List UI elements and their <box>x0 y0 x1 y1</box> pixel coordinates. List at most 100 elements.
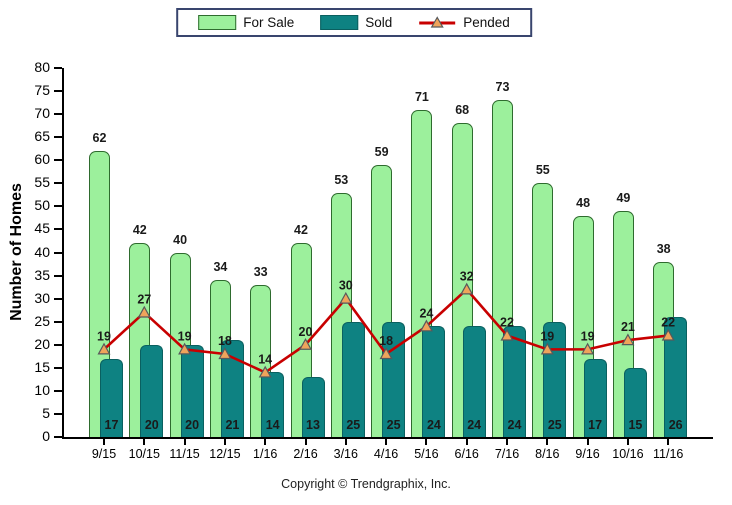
x-tick <box>465 439 468 445</box>
bar-sold <box>583 358 607 437</box>
x-tick-label: 6/16 <box>454 447 479 461</box>
y-tick <box>54 113 62 116</box>
pended-marker <box>178 342 192 355</box>
y-tick-label: 60 <box>34 151 50 168</box>
bar-sold <box>180 344 204 437</box>
legend-item-for-sale: For Sale <box>198 15 294 30</box>
x-tick-label: 4/16 <box>373 447 399 461</box>
sold-value-label: 25 <box>386 418 401 432</box>
for-sale-value-label: 49 <box>616 190 631 205</box>
for-sale-value-label: 42 <box>132 223 147 238</box>
y-tick <box>54 389 62 392</box>
pended-value-label: 19 <box>178 329 192 343</box>
bar-sold <box>301 377 325 437</box>
y-tick <box>54 228 62 231</box>
pended-value-label: 24 <box>419 306 433 320</box>
pended-value-label: 19 <box>540 329 554 343</box>
bar-sold <box>140 344 164 437</box>
x-tick <box>304 439 307 445</box>
pended-marker <box>379 347 393 360</box>
pended-value-label: 21 <box>621 320 635 334</box>
x-tick <box>385 439 388 445</box>
sold-value-label: 20 <box>144 418 159 432</box>
x-tick-label: 11/16 <box>653 447 684 461</box>
pended-value-label: 22 <box>500 316 514 330</box>
y-tick <box>54 205 62 208</box>
x-tick <box>586 439 589 445</box>
x-tick-label: 5/16 <box>414 447 439 461</box>
y-tick-label: 5 <box>42 404 50 421</box>
legend-label-pended: Pended <box>463 15 510 30</box>
x-tick <box>103 439 105 445</box>
y-tick <box>54 182 62 185</box>
pended-marker <box>621 333 635 346</box>
x-tick-label: 8/16 <box>535 447 560 461</box>
pended-marker <box>137 305 151 318</box>
x-tick <box>506 439 508 445</box>
bar-sold <box>623 367 647 437</box>
y-tick <box>54 159 62 162</box>
sold-value-label: 20 <box>185 418 200 432</box>
y-tick-label: 10 <box>34 381 50 398</box>
pended-value-label: 32 <box>460 269 474 283</box>
pended-marker <box>218 347 232 360</box>
y-tick <box>54 320 62 323</box>
y-tick-label: 80 <box>34 59 50 75</box>
sold-swatch-icon <box>320 15 359 30</box>
x-tick-label: 12/15 <box>209 447 241 461</box>
for-sale-value-label: 48 <box>576 195 591 210</box>
y-tick-label: 40 <box>34 243 50 260</box>
sold-value-label: 17 <box>104 418 119 432</box>
for-sale-value-label: 73 <box>495 80 510 95</box>
for-sale-value-label: 34 <box>213 260 228 275</box>
y-tick-label: 55 <box>34 174 50 191</box>
y-tick-label: 15 <box>34 358 50 375</box>
for-sale-value-label: 38 <box>656 241 671 256</box>
x-tick <box>223 439 226 445</box>
x-tick-label: 7/16 <box>494 447 520 461</box>
sold-value-label: 25 <box>547 418 562 432</box>
pended-value-label: 19 <box>97 329 111 343</box>
x-tick <box>344 439 347 445</box>
y-tick <box>54 274 62 277</box>
y-tick-label: 0 <box>42 428 50 444</box>
sold-value-label: 15 <box>628 418 643 432</box>
pended-marker <box>540 342 554 355</box>
y-tick-label: 20 <box>34 335 50 352</box>
x-tick <box>667 439 670 445</box>
x-tick <box>546 439 549 445</box>
pended-marker <box>661 328 675 341</box>
for-sale-value-label: 68 <box>455 103 470 118</box>
y-tick <box>54 297 62 300</box>
sold-value-label: 24 <box>507 418 522 432</box>
bar-sold <box>220 340 244 437</box>
x-tick <box>183 439 186 445</box>
for-sale-value-label: 53 <box>334 172 349 187</box>
y-tick-label: 45 <box>34 220 50 237</box>
x-tick-label: 1/16 <box>253 447 278 461</box>
sold-value-label: 24 <box>467 418 482 432</box>
pended-value-label: 30 <box>339 279 353 293</box>
copyright-text: Copyright © Trendgraphix, Inc. <box>281 477 451 491</box>
for-sale-value-label: 33 <box>253 264 268 279</box>
x-tick <box>425 439 428 445</box>
legend: For Sale Sold Pended <box>176 8 532 37</box>
y-tick-label: 50 <box>34 197 50 214</box>
for-sale-value-label: 59 <box>374 144 389 159</box>
x-tick-label: 2/16 <box>293 447 318 461</box>
x-tick-label: 9/15 <box>91 447 117 461</box>
y-tick <box>54 412 62 415</box>
bar-sold <box>341 321 365 437</box>
y-tick-label: 35 <box>34 266 50 283</box>
bar-sold <box>261 372 285 437</box>
pended-value-label: 27 <box>137 292 151 306</box>
pended-value-label: 14 <box>258 352 272 366</box>
pended-marker <box>258 365 272 378</box>
x-tick-label: 9/16 <box>575 447 600 461</box>
x-tick <box>264 439 267 445</box>
y-tick-label: 30 <box>34 289 50 306</box>
bar-sold <box>422 326 446 437</box>
for-sale-value-label: 71 <box>414 89 429 104</box>
for-sale-value-label: 42 <box>294 223 308 238</box>
pended-value-label: 18 <box>218 334 232 348</box>
